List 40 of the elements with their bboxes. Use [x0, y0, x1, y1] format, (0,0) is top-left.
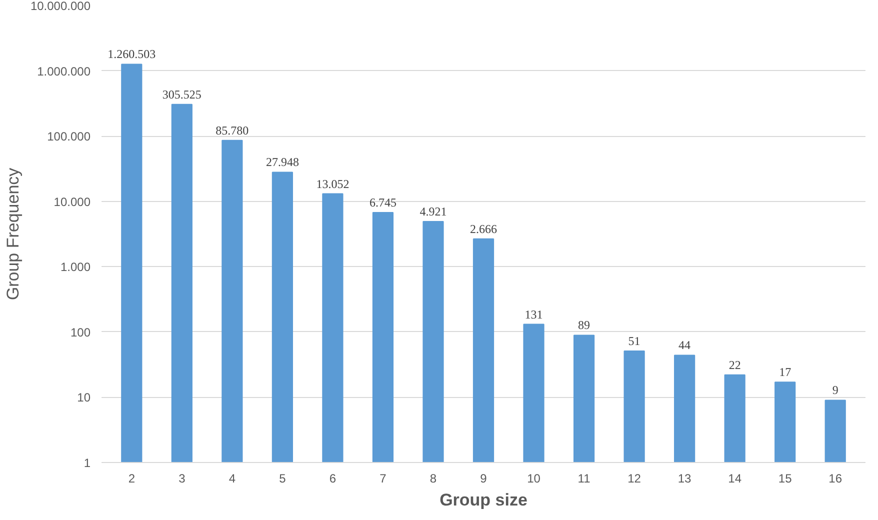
x-tick-label: 8 — [430, 472, 437, 486]
data-label: 17 — [779, 365, 792, 380]
data-label: 27.948 — [266, 155, 299, 170]
y-axis-title: Group Frequency — [3, 167, 22, 300]
y-tick-label: 100 — [70, 325, 91, 340]
data-label: 2.666 — [470, 222, 497, 236]
x-tick-label: 11 — [578, 472, 591, 486]
data-label: 305.525 — [162, 87, 202, 102]
x-tick-label: 9 — [480, 472, 488, 486]
data-label: 13.052 — [316, 176, 350, 191]
data-label: 85.780 — [216, 123, 249, 138]
x-tick-label: 13 — [678, 472, 692, 486]
x-tick-label: 4 — [228, 472, 236, 486]
x-tick-label: 7 — [380, 472, 387, 486]
y-tick-label: 100.000 — [47, 130, 91, 144]
x-tick-label: 14 — [728, 472, 742, 486]
data-label: 89 — [578, 318, 590, 332]
y-tick-label: 1.000 — [60, 260, 91, 274]
y-tick-label: 1 — [84, 456, 91, 470]
x-tick-label: 3 — [178, 472, 186, 486]
data-label: 51 — [628, 334, 640, 348]
x-tick-label: 15 — [778, 472, 792, 486]
x-tick-label: 10 — [527, 472, 541, 486]
data-label: 4.921 — [420, 204, 447, 218]
x-axis-title: Group size — [440, 490, 528, 510]
y-tick-label: 10.000.000 — [30, 0, 91, 13]
x-tick-label: 16 — [828, 472, 842, 486]
y-tick-label: 1.000.000 — [37, 64, 91, 78]
x-tick-label: 5 — [279, 472, 286, 486]
data-label: 1.260.503 — [108, 47, 156, 62]
data-label: 44 — [678, 338, 691, 352]
x-tick-label: 6 — [329, 472, 336, 486]
data-label: 22 — [728, 358, 741, 372]
data-label: 9 — [832, 383, 838, 398]
data-label: 6.745 — [369, 196, 396, 210]
y-tick-label: 10 — [77, 390, 91, 405]
y-tick-label: 10.000 — [54, 194, 91, 209]
x-tick-label: 2 — [128, 472, 136, 486]
data-label: 131 — [524, 307, 543, 322]
x-tick-label: 12 — [628, 472, 642, 486]
